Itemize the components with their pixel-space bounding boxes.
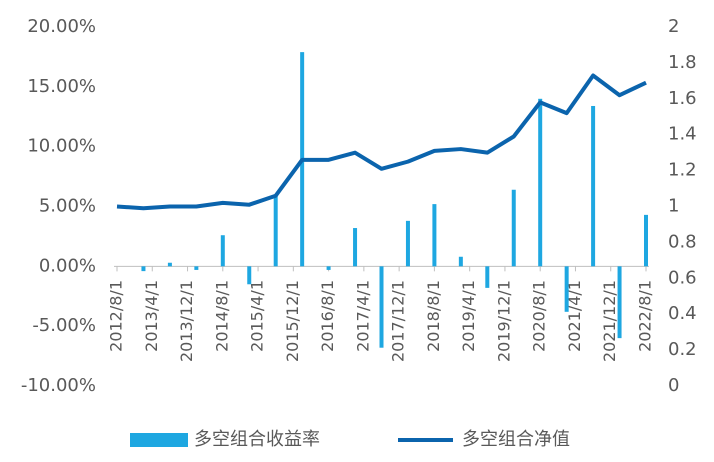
line [116, 73, 647, 211]
x-tick-label: 2019/12/1 [494, 280, 513, 362]
y2-tick-label: 1.6 [668, 88, 697, 109]
y2-tick-label: 1.4 [668, 124, 697, 145]
y-tick-label: 10.00% [27, 136, 96, 157]
bar [564, 266, 569, 312]
bar [220, 235, 225, 267]
bar [247, 266, 252, 285]
x-tick-label: 2015/12/1 [283, 280, 302, 362]
bar [353, 228, 358, 267]
bar [405, 220, 410, 267]
x-tick-label: 2015/4/1 [248, 280, 267, 352]
y2-tick-label: 1.8 [668, 52, 697, 73]
bar [644, 214, 648, 267]
x-tick-label: 2017/12/1 [389, 280, 408, 362]
bar [511, 189, 516, 267]
y2-tick-label: 0 [668, 375, 679, 396]
bar [273, 194, 278, 267]
x-tick-label: 2013/12/1 [177, 280, 196, 362]
x-tick-label: 2012/8/1 [107, 280, 126, 352]
y2-tick-label: 0.6 [668, 267, 697, 288]
legend-label: 多空组合收益率 [194, 429, 320, 450]
x-tick-label: 2019/4/1 [459, 280, 478, 352]
bar [485, 266, 490, 288]
bar [379, 266, 384, 348]
x-tick-label: 2021/12/1 [600, 280, 619, 362]
y-tick-label: 20.00% [27, 16, 96, 37]
bar [167, 262, 172, 267]
bar [617, 266, 622, 339]
bar [432, 204, 437, 267]
y-tick-label: 0.00% [39, 255, 96, 276]
y2-tick-label: 2 [668, 16, 679, 37]
x-tick-label: 2020/8/1 [530, 280, 549, 352]
x-tick-label: 2021/4/1 [565, 280, 584, 352]
legend-swatch [130, 433, 188, 447]
y-tick-label: 15.00% [27, 76, 96, 97]
y2-tick-label: 1 [668, 196, 679, 217]
legend-label: 多空组合净值 [462, 429, 570, 450]
x-tick-label: 2014/8/1 [212, 280, 231, 352]
y2-tick-label: 0.4 [668, 303, 697, 324]
bar [326, 266, 331, 270]
x-tick-label: 2016/8/1 [318, 280, 337, 352]
y2-tick-label: 0.8 [668, 231, 697, 252]
x-tick-label: 2022/8/1 [636, 280, 655, 352]
y2-tick-label: 1.2 [668, 160, 697, 181]
y2-tick-label: 0.2 [668, 339, 697, 360]
x-tick-label: 2018/8/1 [424, 280, 443, 352]
x-tick-label: 2017/4/1 [353, 280, 372, 352]
bar [538, 98, 543, 267]
y-tick-label: -10.00% [21, 375, 96, 396]
y-tick-label: -5.00% [32, 315, 96, 336]
bar [591, 105, 596, 267]
bar [141, 266, 146, 272]
x-tick-label: 2013/4/1 [142, 280, 161, 352]
y-tick-label: 5.00% [39, 196, 96, 217]
bar [194, 266, 199, 270]
bar [458, 256, 463, 267]
